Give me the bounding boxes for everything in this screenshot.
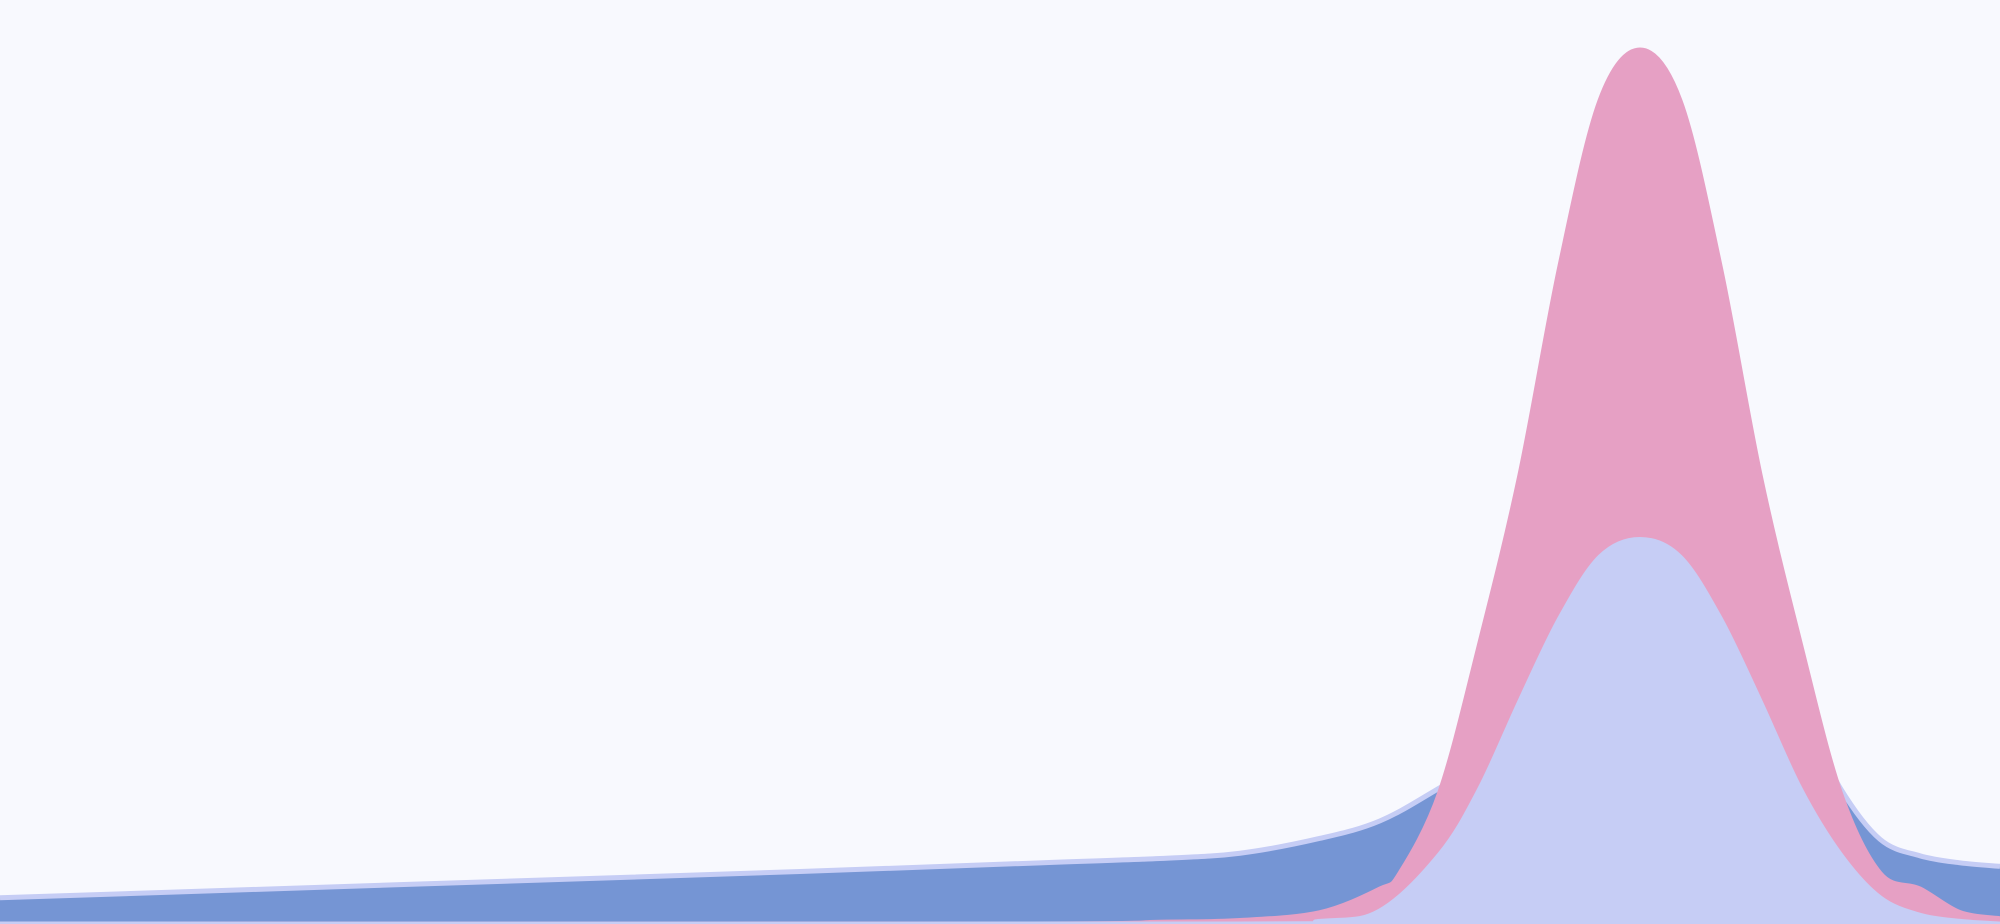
series-2-area xyxy=(0,50,2000,924)
series-3-area xyxy=(0,539,2000,924)
